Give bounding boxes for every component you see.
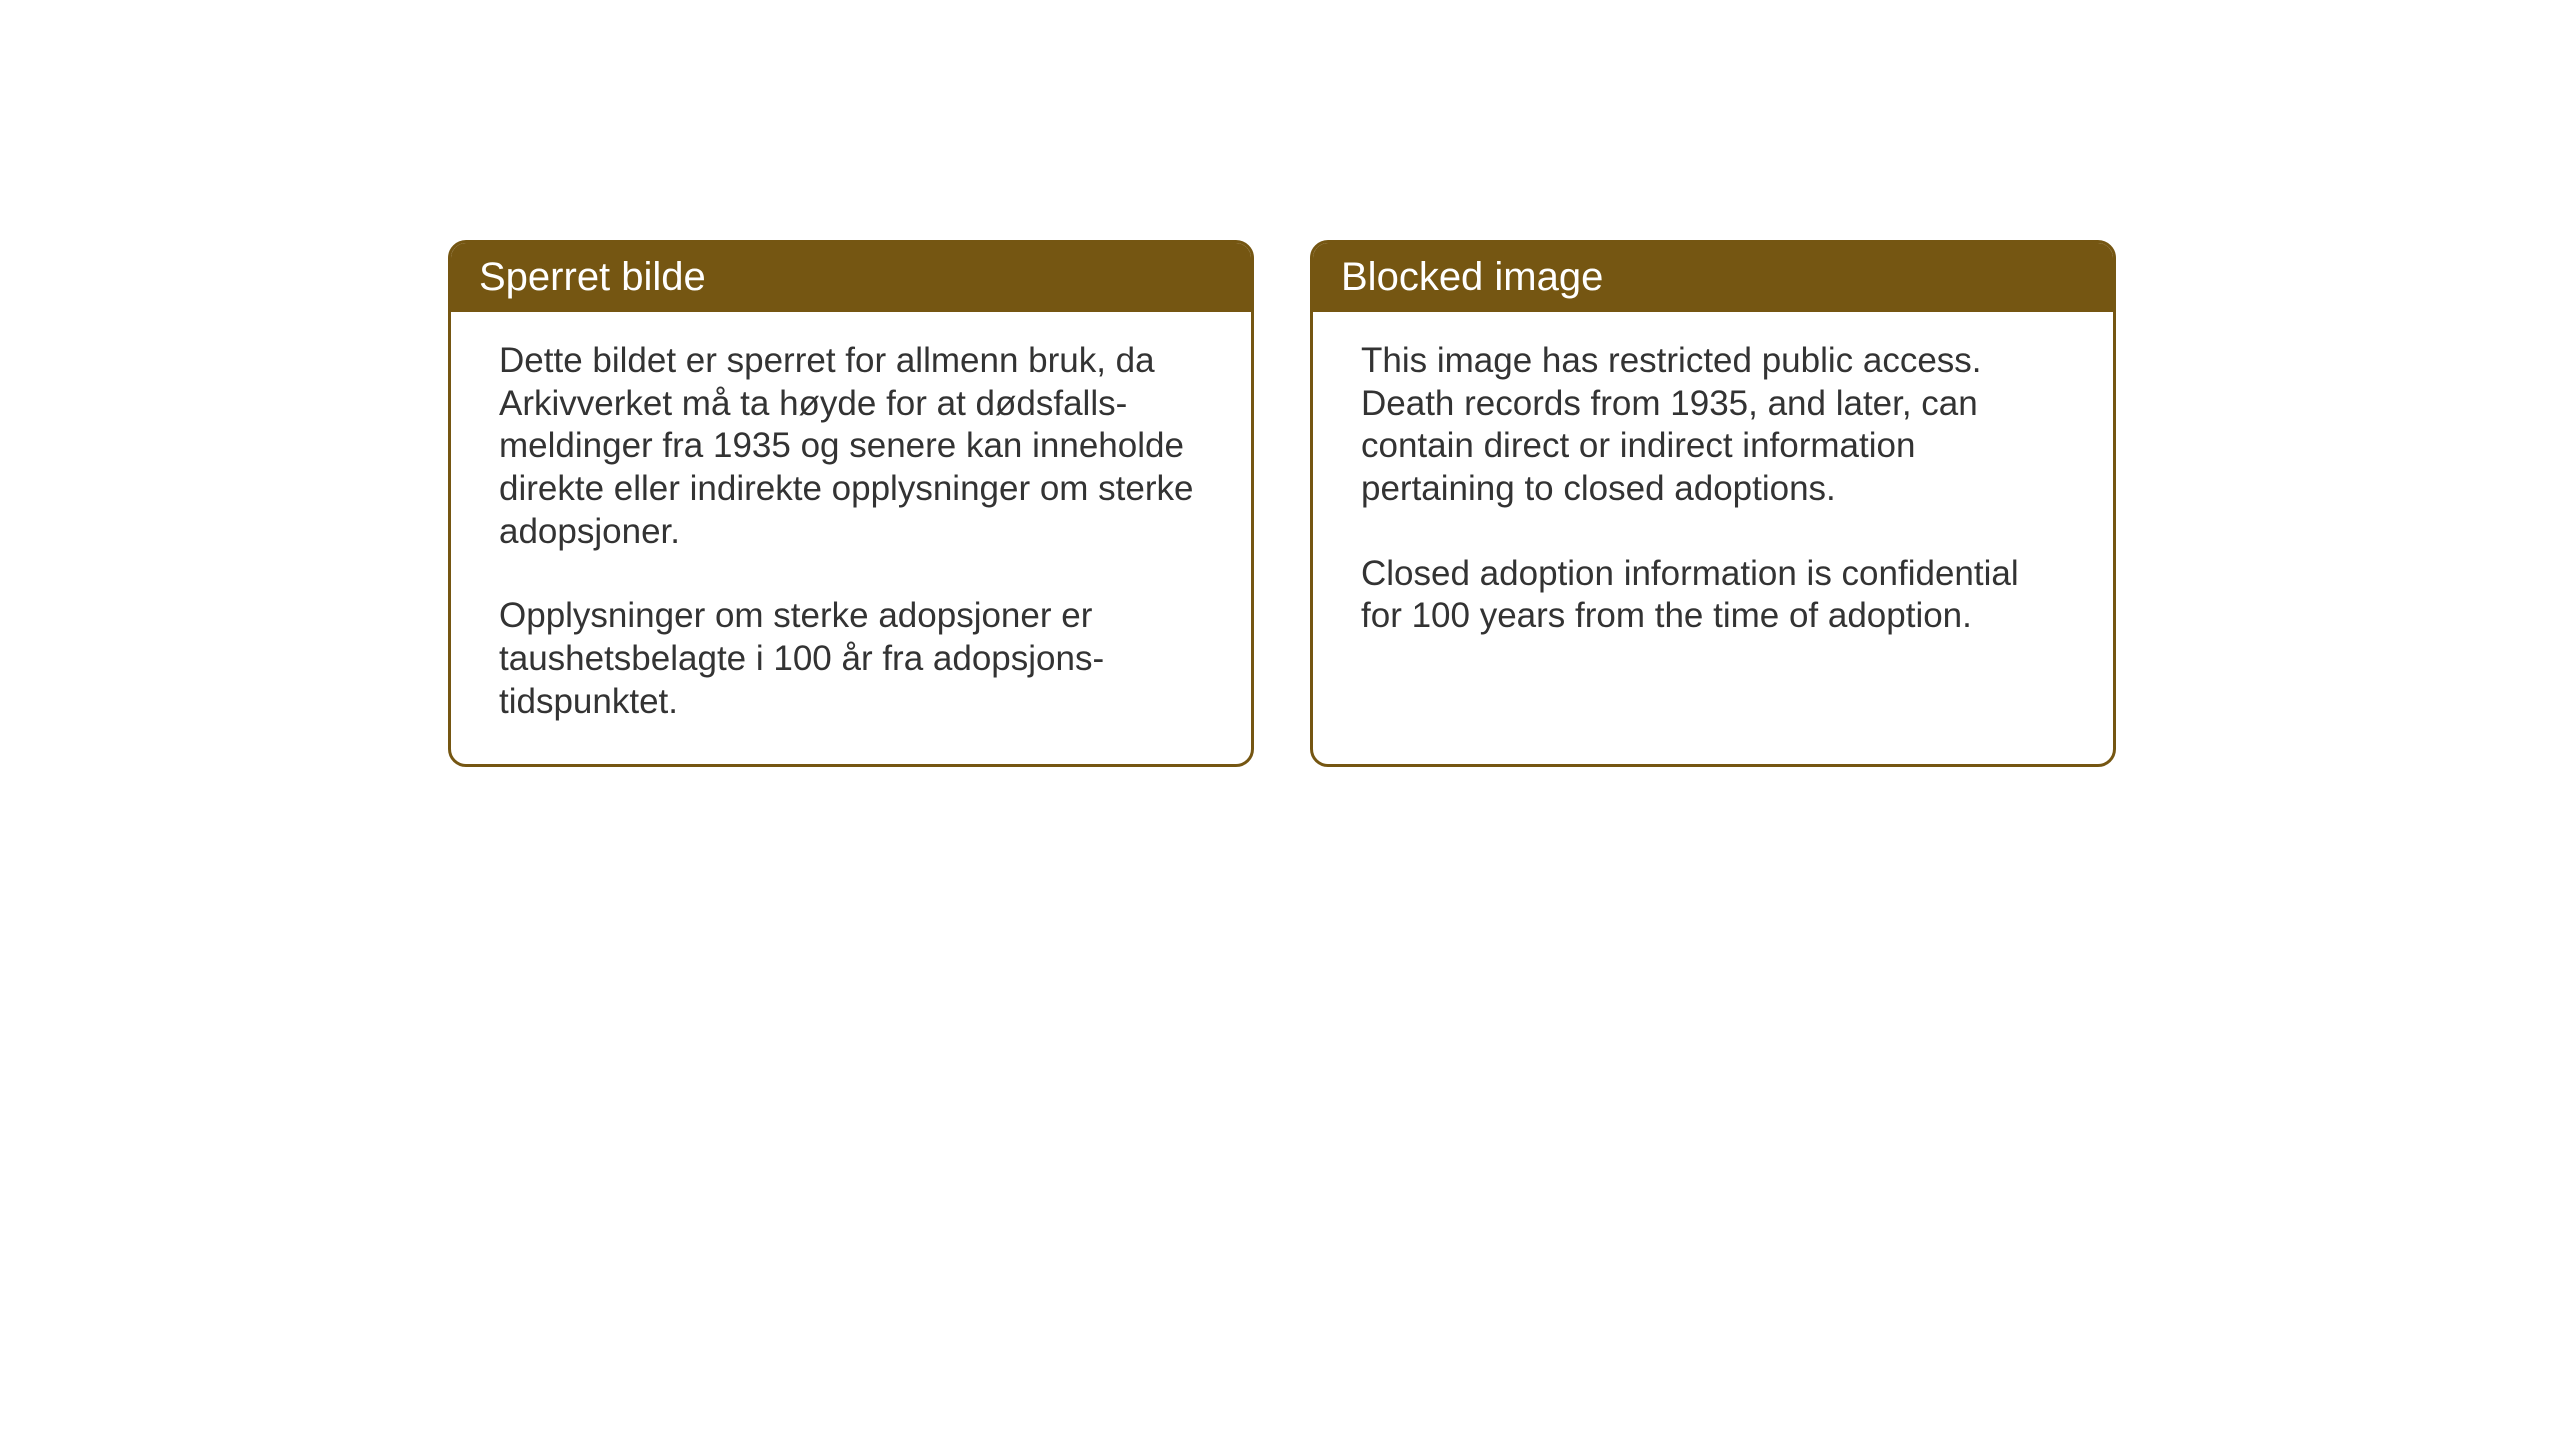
norwegian-paragraph-2: Opplysninger om sterke adopsjoner er tau… — [499, 595, 1203, 723]
english-card-title: Blocked image — [1313, 243, 2113, 312]
norwegian-paragraph-1: Dette bildet er sperret for allmenn bruk… — [499, 340, 1203, 553]
norwegian-notice-card: Sperret bilde Dette bildet er sperret fo… — [448, 240, 1254, 767]
norwegian-card-title: Sperret bilde — [451, 243, 1251, 312]
english-paragraph-1: This image has restricted public access.… — [1361, 340, 2065, 511]
english-paragraph-2: Closed adoption information is confident… — [1361, 553, 2065, 638]
english-card-body: This image has restricted public access.… — [1313, 312, 2113, 678]
norwegian-card-body: Dette bildet er sperret for allmenn bruk… — [451, 312, 1251, 764]
english-notice-card: Blocked image This image has restricted … — [1310, 240, 2116, 767]
notice-container: Sperret bilde Dette bildet er sperret fo… — [448, 240, 2560, 767]
